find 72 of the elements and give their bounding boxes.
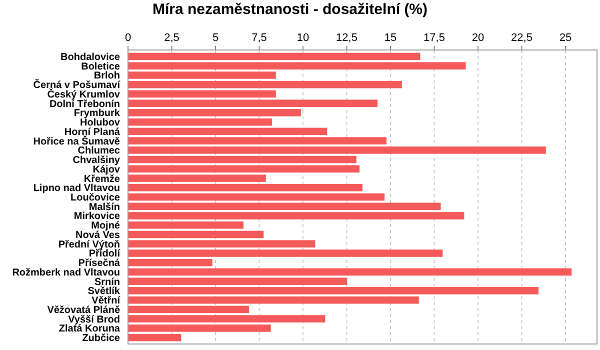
y-tick-label: Hořice na Šumavě xyxy=(33,135,120,148)
chart-title: Míra nezaměstnanosti - dosažitelní (%) xyxy=(152,1,428,18)
y-tick-label: Mojné xyxy=(91,220,120,232)
bar xyxy=(128,52,420,60)
x-tick-label: 0 xyxy=(124,32,132,44)
y-tick-label: Frymburk xyxy=(74,108,120,120)
y-tick-label: Zubčice xyxy=(82,333,120,344)
bar xyxy=(128,156,356,164)
x-tick-label: 17,5 xyxy=(424,32,445,44)
bar xyxy=(128,324,271,332)
x-tick-label: 2,5 xyxy=(164,32,180,44)
y-tick-label: Světlík xyxy=(88,286,120,298)
y-tick-label: Zlatá Koruna xyxy=(58,324,120,335)
y-tick-label: Větřní xyxy=(92,296,122,307)
y-tick-label: Kájov xyxy=(92,164,120,176)
bar xyxy=(128,100,378,107)
y-tick-label: Boletice xyxy=(81,61,120,72)
bar xyxy=(128,334,182,342)
y-tick-label: Lipno nad Vltavou xyxy=(33,183,120,194)
bar xyxy=(128,268,572,276)
y-tick-label: Bohdalovice xyxy=(60,52,120,63)
bar xyxy=(128,250,443,257)
bar xyxy=(128,146,546,154)
y-tick-label: Rožmberk nad Vltavou xyxy=(12,267,120,278)
bar xyxy=(128,62,466,70)
bar xyxy=(128,296,419,304)
y-tick-label: Věžovatá Pláně xyxy=(47,304,120,316)
y-tick-label: Český Krumlov xyxy=(47,88,120,100)
bar xyxy=(128,165,360,173)
y-tick-label: Dolní Třebonín xyxy=(49,98,120,110)
bar xyxy=(128,118,272,126)
bar xyxy=(128,137,386,144)
y-tick-label: Brloh xyxy=(94,70,120,82)
bar xyxy=(128,72,276,79)
bar xyxy=(128,90,276,98)
bar xyxy=(128,212,464,220)
y-tick-label: Křemže xyxy=(84,174,120,185)
bar xyxy=(128,202,441,210)
x-tick-label: 25 xyxy=(559,32,572,44)
bar xyxy=(128,230,264,238)
bar xyxy=(128,80,402,88)
y-tick-label: Nová Ves xyxy=(76,230,120,241)
y-tick-label: Holubov xyxy=(80,118,120,129)
y-tick-label: Přísečná xyxy=(78,258,120,270)
x-tick-label: 7,5 xyxy=(252,32,267,44)
bar xyxy=(128,240,316,248)
y-tick-label: Malšín xyxy=(88,202,120,213)
bar xyxy=(128,306,249,314)
x-tick-label: 22,5 xyxy=(511,32,532,44)
x-tick-label: 5 xyxy=(212,32,219,44)
y-tick-label: Loučovice xyxy=(70,192,120,204)
bar xyxy=(128,258,212,266)
x-tick-label: 20 xyxy=(472,32,484,44)
y-tick-label: Vyšší Brod xyxy=(68,314,120,326)
bar xyxy=(128,221,244,229)
bar xyxy=(128,193,385,201)
bar xyxy=(128,174,266,182)
y-tick-label: Chlumec xyxy=(78,146,120,157)
bar xyxy=(128,278,348,285)
bar xyxy=(128,315,326,322)
bar xyxy=(128,128,328,136)
y-tick-label: Mirkovice xyxy=(74,211,120,222)
y-tick-label: Srnín xyxy=(94,276,120,288)
y-tick-label: Přední Výtoň xyxy=(58,239,120,250)
y-tick-label: Přídolí xyxy=(88,248,122,260)
bar xyxy=(128,109,301,116)
x-tick-label: 12,5 xyxy=(336,32,358,44)
y-tick-label: Chvalšiny xyxy=(72,155,120,166)
x-tick-label: 10 xyxy=(296,32,310,44)
bar xyxy=(128,287,539,294)
x-tick-label: 15 xyxy=(384,32,397,44)
bar xyxy=(128,184,362,192)
